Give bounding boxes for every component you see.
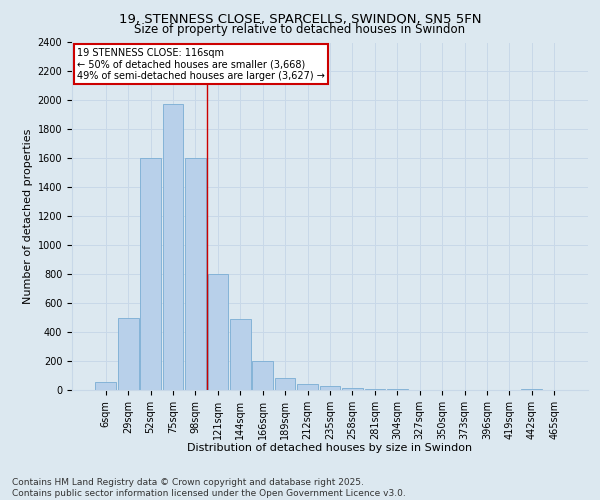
Text: Contains HM Land Registry data © Crown copyright and database right 2025.
Contai: Contains HM Land Registry data © Crown c… [12,478,406,498]
Bar [163,104,184,390]
Bar [275,378,295,390]
Bar [230,319,251,390]
Y-axis label: Number of detached properties: Number of detached properties [23,128,34,304]
Bar [320,386,340,390]
Bar [297,384,318,390]
X-axis label: Distribution of detached houses by size in Swindon: Distribution of detached houses by size … [187,444,473,454]
Bar [95,382,116,390]
Bar [253,361,273,390]
Bar [140,158,161,390]
Bar [342,388,363,390]
Bar [521,388,542,390]
Text: 19, STENNESS CLOSE, SPARCELLS, SWINDON, SN5 5FN: 19, STENNESS CLOSE, SPARCELLS, SWINDON, … [119,12,481,26]
Bar [208,274,228,390]
Text: Size of property relative to detached houses in Swindon: Size of property relative to detached ho… [134,22,466,36]
Text: 19 STENNESS CLOSE: 116sqm
← 50% of detached houses are smaller (3,668)
49% of se: 19 STENNESS CLOSE: 116sqm ← 50% of detac… [77,48,325,81]
Bar [118,318,139,390]
Bar [185,158,206,390]
Bar [365,388,385,390]
